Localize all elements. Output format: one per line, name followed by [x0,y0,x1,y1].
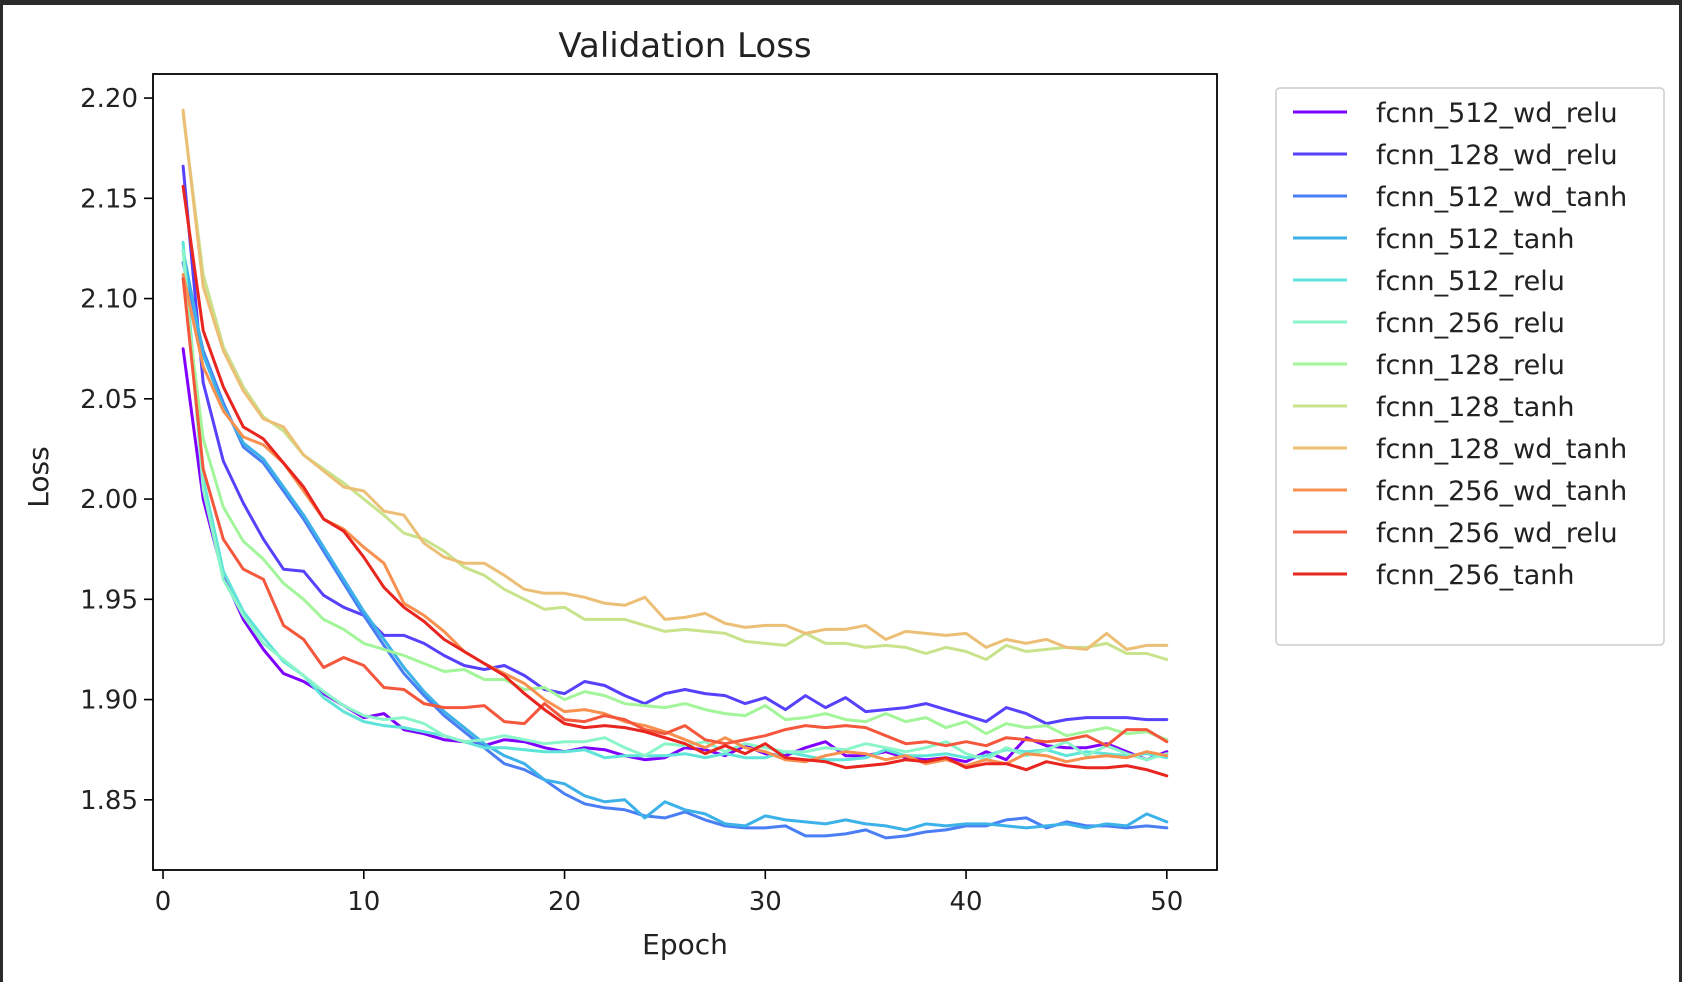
series-line-fcnn_512_relu [181,240,1169,762]
y-tick-label: 2.15 [80,184,138,214]
y-tick-label: 1.95 [80,585,138,615]
legend-label: fcnn_128_relu [1376,350,1565,381]
legend-label: fcnn_256_tanh [1376,560,1574,591]
chart-title: Validation Loss [558,26,811,66]
plot-area [152,73,1218,871]
series-line-fcnn_128_tanh [181,112,1169,661]
series-line-fcnn_512_wd_tanh [181,261,1169,840]
legend-label: fcnn_256_relu [1376,308,1565,339]
legend-label: fcnn_256_wd_relu [1376,518,1618,549]
y-tick-label: 2.05 [80,385,138,415]
y-tick-label: 2.20 [80,84,138,114]
legend: fcnn_512_wd_relu fcnn_128_wd_relu fcnn_512… [1275,87,1665,646]
chart-canvas: Validation Loss 0 10 20 30 40 50 1.85 1.90 1.95… [3,5,1679,982]
legend-items: fcnn_512_wd_relu fcnn_128_wd_relu fcnn_512… [1293,98,1627,591]
y-tick-label: 2.00 [80,485,138,515]
x-tick-label: 50 [1150,887,1183,917]
y-tick-label: 2.10 [80,285,138,315]
legend-box [1275,87,1665,646]
legend-label: fcnn_128_tanh [1376,392,1574,423]
legend-label: fcnn_128_wd_relu [1376,140,1618,171]
legend-label: fcnn_512_tanh [1376,224,1574,255]
y-tick-label: 1.90 [80,686,138,716]
validation-loss-chart: Validation Loss 0 10 20 30 40 50 1.85 1.90 1.95… [22,26,1665,961]
y-tick-label: 1.85 [80,786,138,816]
series-layer [181,108,1169,840]
x-axis: 0 10 20 30 40 50 [155,870,1183,917]
x-tick-label: 20 [548,887,581,917]
x-tick-label: 0 [155,887,172,917]
legend-label: fcnn_128_wd_tanh [1376,434,1627,465]
legend-label: fcnn_256_wd_tanh [1376,476,1627,507]
series-line-fcnn_128_wd_relu [181,164,1169,726]
series-line-fcnn_512_wd_relu [181,347,1169,764]
legend-label: fcnn_512_wd_relu [1376,98,1618,129]
legend-label: fcnn_512_relu [1376,266,1565,297]
y-axis: 1.85 1.90 1.95 2.00 2.05 2.10 2.15 2.20 [80,84,153,816]
x-axis-label: Epoch [642,928,728,961]
series-line-fcnn_256_relu [181,248,1169,762]
series-line-fcnn_128_wd_tanh [181,108,1169,651]
x-tick-label: 10 [347,887,380,917]
series-line-fcnn_256_tanh [181,184,1169,778]
y-axis-label: Loss [22,446,55,507]
x-tick-label: 30 [749,887,782,917]
plot-frame [152,73,1218,871]
legend-label: fcnn_512_wd_tanh [1376,182,1627,213]
series-line-fcnn_128_relu [181,277,1169,742]
series-line-fcnn_256_wd_relu [181,277,1169,748]
series-line-fcnn_512_tanh [181,248,1169,832]
x-tick-label: 40 [950,887,983,917]
